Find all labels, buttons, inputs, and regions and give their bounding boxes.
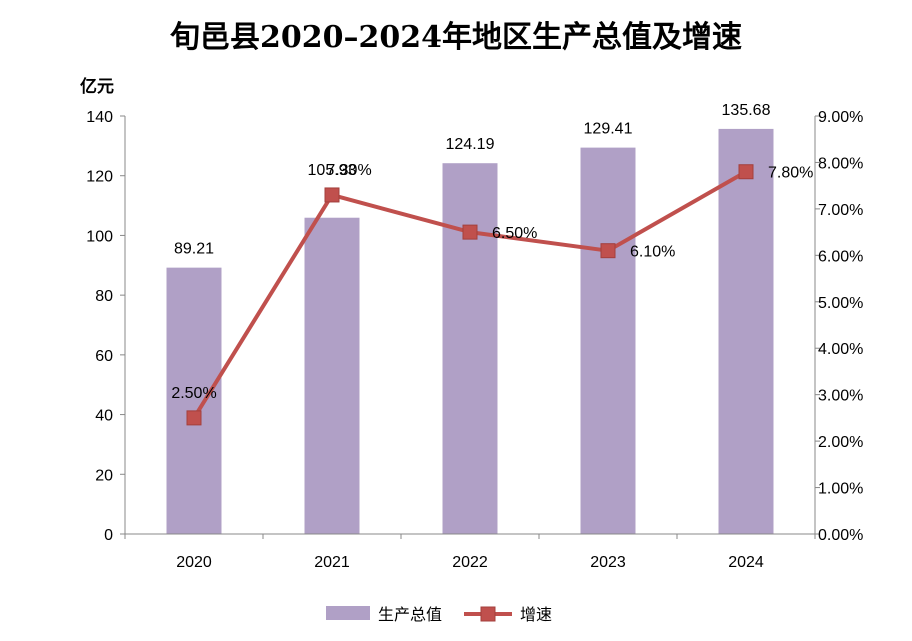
x-tick-label: 2024 (728, 554, 764, 571)
bar-value-label: 135.68 (722, 102, 771, 119)
y2-tick-label: 9.00% (818, 109, 863, 126)
y2-tick-label: 1.00% (818, 481, 863, 498)
legend-label-line: 增速 (520, 605, 552, 624)
y2-tick-label: 5.00% (818, 295, 863, 312)
y-tick-label: 40 (95, 408, 113, 425)
y-tick-label: 0 (104, 527, 113, 544)
y2-tick-label: 0.00% (818, 527, 863, 544)
y-tick-label: 20 (95, 467, 113, 484)
x-tick-label: 2021 (314, 554, 350, 571)
growth-line-series (186, 164, 754, 426)
growth-value-label: 6.10% (630, 244, 675, 261)
growth-value-label: 2.50% (171, 385, 216, 402)
growth-marker-2020 (186, 410, 202, 426)
bar-value-label: 89.21 (174, 241, 214, 258)
legend-marker-line (480, 606, 496, 622)
bar-2022 (442, 163, 498, 534)
y2-tick-label: 2.00% (818, 434, 863, 451)
bar-2021 (304, 217, 360, 535)
x-tick-label: 2022 (452, 554, 488, 571)
bar-value-label: 105.93 (308, 162, 357, 179)
y-tick-label: 100 (86, 228, 113, 245)
data-labels: 89.21 105.93 124.19 129.41 135.68 2.50% 7.30% 6… (171, 102, 813, 402)
x-tick-label: 2020 (176, 554, 212, 571)
y-tick-label: 60 (95, 348, 113, 365)
growth-marker-2021 (324, 187, 340, 203)
y2-tick-label: 7.00% (818, 202, 863, 219)
bar-value-label: 124.19 (446, 136, 495, 153)
y-tick-label: 140 (86, 109, 113, 126)
x-tick-label: 2023 (590, 554, 626, 571)
y-tick-label: 120 (86, 169, 113, 186)
y2-tick-label: 6.00% (818, 248, 863, 265)
growth-marker-2024 (738, 164, 754, 180)
y2-tick-label: 3.00% (818, 388, 863, 405)
y2-tick-label: 8.00% (818, 155, 863, 172)
legend-label-bar: 生产总值 (378, 605, 442, 624)
growth-value-label: 7.80% (768, 165, 813, 182)
bar-2024 (718, 128, 774, 534)
bar-value-label: 129.41 (584, 121, 633, 138)
growth-value-label: 6.50% (492, 225, 537, 242)
bar-2023 (580, 147, 636, 534)
y-tick-label: 80 (95, 288, 113, 305)
chart-title: 旬邑县2020–2024年地区生产总值及增速 (170, 20, 742, 55)
growth-value-label: 7.30% (326, 162, 371, 179)
bar-2020 (166, 267, 222, 534)
growth-marker-2022 (462, 224, 478, 240)
axes: 0 20 40 60 80 100 120 140 0.00% 1.00% 2.00% 3.00% 4.… (86, 109, 863, 571)
legend: 生产总值 增速 (326, 605, 552, 624)
y2-tick-label: 4.00% (818, 341, 863, 358)
legend-swatch-bar (326, 606, 370, 620)
y-axis-unit: 亿元 (80, 76, 114, 97)
growth-marker-2023 (600, 243, 616, 259)
bar-series (166, 128, 774, 535)
